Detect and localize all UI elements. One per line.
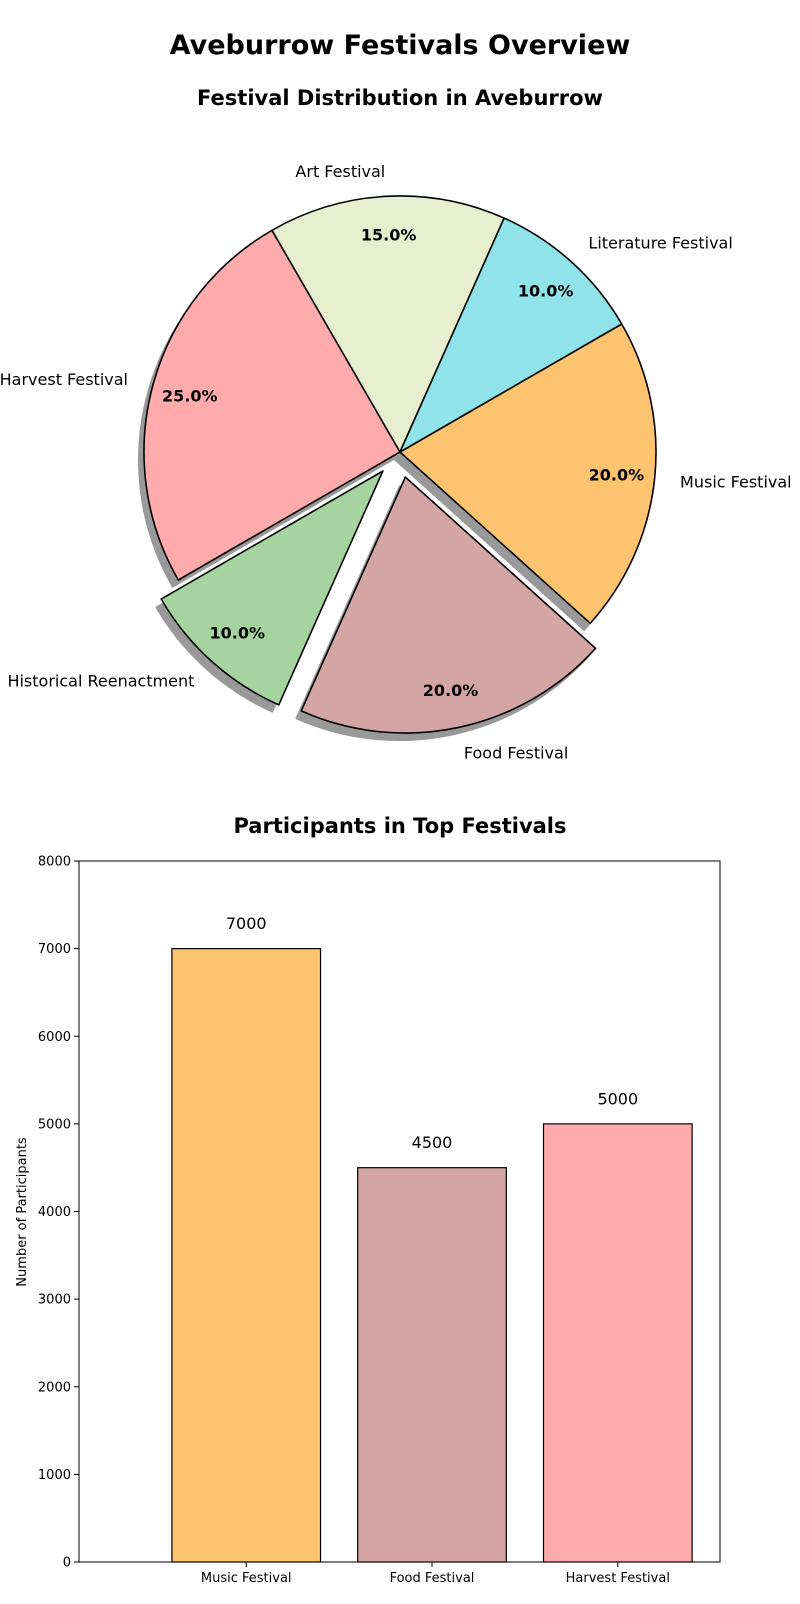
pie-title: Festival Distribution in Aveburrow <box>197 86 603 110</box>
bar-value-label-music-festival: 7000 <box>226 914 267 933</box>
pie-label-literature-festival: Literature Festival <box>588 234 732 253</box>
pie-slice-music-festival <box>399 323 657 625</box>
pie-percent-historical-reenactment: 10.0% <box>210 624 266 643</box>
x-axis-ticks: Music Festival Food Festival Harvest Festi… <box>201 1562 670 1586</box>
pie-label-food-festival: Food Festival <box>464 743 568 762</box>
y-axis-label: Number of Participants <box>15 1137 30 1287</box>
bar-music-festival <box>171 948 322 1563</box>
pie-slices <box>143 195 657 734</box>
y-tick-label: 2000 <box>38 1380 71 1395</box>
bar-value-labels: 7000 4500 5000 <box>226 914 638 1152</box>
pie-percent-music-festival: 20.0% <box>589 466 645 485</box>
y-tick-label: 6000 <box>38 1030 71 1045</box>
pie-percent-labels: 20.0% 20.0% 10.0% 25.0% 15.0% 10.0% <box>162 226 644 700</box>
y-tick-label: 7000 <box>38 942 71 957</box>
y-tick-label: 0 <box>63 1556 71 1571</box>
bar-value-label-food-festival: 4500 <box>412 1133 453 1152</box>
bar-value-label-harvest-festival: 5000 <box>597 1089 638 1108</box>
pie-label-historical-reenactment: Historical Reenactment <box>7 671 194 690</box>
y-axis-ticks: 0 1000 2000 3000 4000 5000 6000 7000 8000 <box>38 855 79 1571</box>
bar-food-festival <box>357 1167 507 1563</box>
y-tick-label: 4000 <box>38 1205 71 1220</box>
y-tick-label: 1000 <box>38 1468 71 1483</box>
bar-chart: Participants in Top Festivals Number of … <box>15 814 721 1586</box>
pie-percent-harvest-festival: 25.0% <box>162 387 218 406</box>
pie-label-art-festival: Art Festival <box>295 162 385 181</box>
pie-slice-art-festival <box>271 195 505 453</box>
pie-label-music-festival: Music Festival <box>680 472 792 491</box>
pie-percent-literature-festival: 10.0% <box>518 281 574 300</box>
page-title: Aveburrow Festivals Overview <box>170 30 631 61</box>
pie-chart: Festival Distribution in Aveburrow 20.0%… <box>0 86 792 762</box>
pie-slice-harvest-festival <box>143 229 401 581</box>
pie-slice-historical-reenactment <box>160 470 384 706</box>
x-tick-label-music-festival: Music Festival <box>201 1571 292 1586</box>
bars <box>171 948 693 1563</box>
x-tick-label-harvest-festival: Harvest Festival <box>566 1571 670 1586</box>
y-tick-label: 5000 <box>38 1117 71 1132</box>
pie-slice-food-festival <box>300 476 597 734</box>
pie-category-labels: Music Festival Food Festival Historical Re… <box>0 162 792 763</box>
pie-slice-literature-festival <box>399 217 623 453</box>
pie-percent-art-festival: 15.0% <box>361 226 417 245</box>
y-tick-label: 3000 <box>38 1293 71 1308</box>
bar-harvest-festival <box>542 1123 693 1563</box>
y-tick-label: 8000 <box>38 855 71 870</box>
plot-frame <box>78 860 721 1563</box>
x-tick-label-food-festival: Food Festival <box>390 1571 475 1586</box>
bar-title: Participants in Top Festivals <box>233 814 566 838</box>
pie-label-harvest-festival: Harvest Festival <box>0 370 128 389</box>
pie-percent-food-festival: 20.0% <box>423 681 479 700</box>
